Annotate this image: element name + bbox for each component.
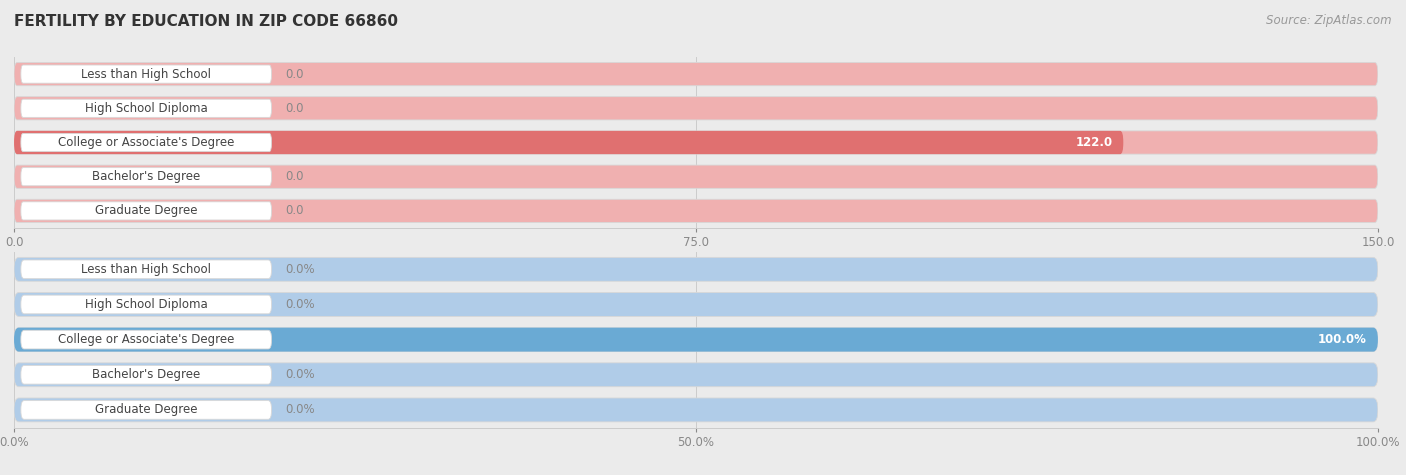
Text: 0.0%: 0.0% (285, 298, 315, 311)
Text: Graduate Degree: Graduate Degree (96, 403, 197, 417)
Text: 0.0: 0.0 (285, 204, 304, 218)
FancyBboxPatch shape (14, 200, 1378, 222)
FancyBboxPatch shape (14, 257, 1378, 281)
FancyBboxPatch shape (21, 365, 271, 384)
FancyBboxPatch shape (21, 400, 271, 419)
FancyBboxPatch shape (14, 63, 1378, 86)
Text: Bachelor's Degree: Bachelor's Degree (91, 368, 200, 381)
FancyBboxPatch shape (21, 202, 271, 220)
Text: 0.0: 0.0 (285, 170, 304, 183)
FancyBboxPatch shape (21, 133, 271, 152)
FancyBboxPatch shape (21, 330, 271, 349)
FancyBboxPatch shape (21, 65, 271, 83)
FancyBboxPatch shape (14, 328, 1378, 352)
Text: 0.0%: 0.0% (285, 368, 315, 381)
Text: 122.0: 122.0 (1076, 136, 1112, 149)
FancyBboxPatch shape (14, 293, 1378, 316)
Text: College or Associate's Degree: College or Associate's Degree (58, 333, 235, 346)
FancyBboxPatch shape (14, 363, 1378, 387)
Text: High School Diploma: High School Diploma (84, 102, 208, 115)
FancyBboxPatch shape (14, 131, 1378, 154)
FancyBboxPatch shape (14, 97, 1378, 120)
FancyBboxPatch shape (14, 131, 1123, 154)
FancyBboxPatch shape (21, 168, 271, 186)
FancyBboxPatch shape (14, 328, 1378, 352)
FancyBboxPatch shape (14, 398, 1378, 422)
Text: 0.0%: 0.0% (285, 263, 315, 276)
FancyBboxPatch shape (14, 165, 1378, 188)
Text: High School Diploma: High School Diploma (84, 298, 208, 311)
FancyBboxPatch shape (21, 99, 271, 117)
Text: Less than High School: Less than High School (82, 263, 211, 276)
Text: 0.0: 0.0 (285, 67, 304, 81)
Text: Less than High School: Less than High School (82, 67, 211, 81)
Text: Source: ZipAtlas.com: Source: ZipAtlas.com (1267, 14, 1392, 27)
Text: Bachelor's Degree: Bachelor's Degree (91, 170, 200, 183)
Text: FERTILITY BY EDUCATION IN ZIP CODE 66860: FERTILITY BY EDUCATION IN ZIP CODE 66860 (14, 14, 398, 29)
FancyBboxPatch shape (21, 260, 271, 279)
Text: Graduate Degree: Graduate Degree (96, 204, 197, 218)
Text: 0.0%: 0.0% (285, 403, 315, 417)
Text: 100.0%: 100.0% (1317, 333, 1367, 346)
FancyBboxPatch shape (21, 295, 271, 314)
Text: College or Associate's Degree: College or Associate's Degree (58, 136, 235, 149)
Text: 0.0: 0.0 (285, 102, 304, 115)
